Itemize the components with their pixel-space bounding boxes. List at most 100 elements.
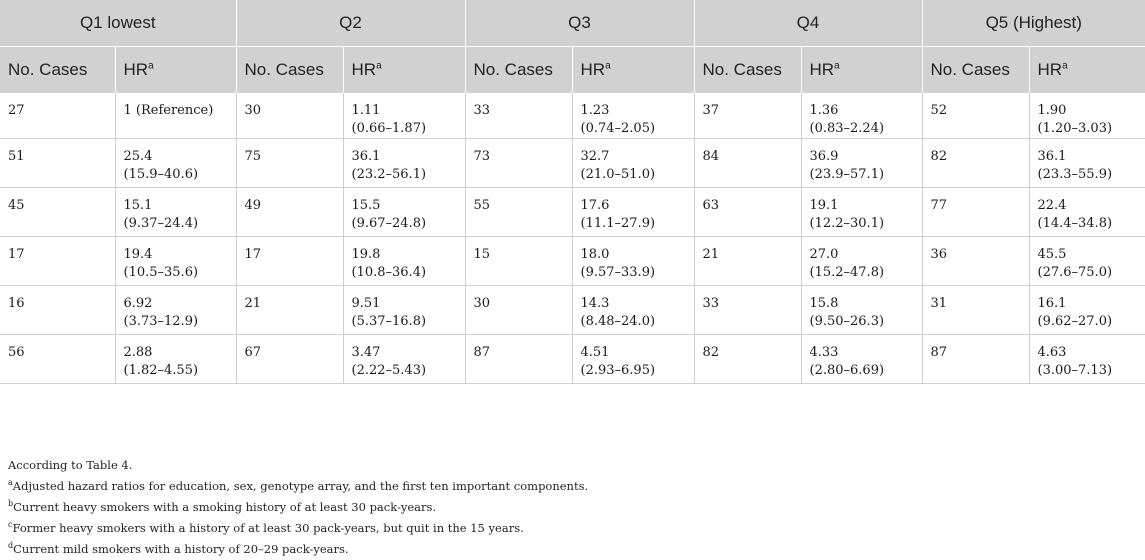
hr-cell: 3.47 (2.22–5.43) [342,334,465,384]
cases-cell: 56 [0,334,115,384]
hr-cell: 2.88 (1.82–4.55) [114,334,236,384]
hr-value: 1 (Reference) [123,103,214,118]
hr-value: 15.5 [351,198,381,213]
hr-value: 36.1 [1037,149,1067,164]
hr-header-footnote-mark: a [605,60,611,72]
footnote-text: Current mild smokers with a history of 2… [13,542,349,556]
hr-cell: 22.4 (14.4–34.8) [1028,187,1145,237]
hr-cell: 6.92 (3.73–12.9) [114,285,236,335]
hr-confidence-interval: (9.50–26.3) [809,314,885,329]
cases-cell: 87 [464,334,572,384]
hr-value: 27.0 [809,247,839,262]
footnote-mark: b [8,499,14,508]
cases-cell: 37 [693,93,801,139]
hr-cell: 4.51 (2.93–6.95) [571,334,694,384]
hr-header-footnote-mark: a [834,60,840,72]
cases-cell: 33 [693,285,801,335]
hr-column-header: HRa [114,46,236,93]
hr-value: 25.4 [123,149,153,164]
hr-header-footnote-mark: a [148,60,154,72]
cases-cell: 75 [235,138,343,188]
hr-value: 1.90 [1037,103,1067,118]
hr-value: 9.51 [351,296,381,311]
hr-column-header: HRa [800,46,922,93]
cases-cell: 21 [235,285,343,335]
footnote-text: Adjusted hazard ratios for education, se… [12,479,589,493]
quintile-header: Q3 [464,0,694,47]
hr-confidence-interval: (12.2–30.1) [809,216,885,231]
hr-cell: 45.5 (27.6–75.0) [1028,236,1145,286]
hr-cell: 4.33 (2.80–6.69) [800,334,922,384]
hr-value: 1.23 [580,103,610,118]
cases-cell: 21 [693,236,801,286]
hr-cell: 19.1 (12.2–30.1) [800,187,922,237]
hr-confidence-interval: (0.74–2.05) [580,121,656,136]
hr-cell: 1.36 (0.83–2.24) [800,93,922,139]
hr-cell: 1.11 (0.66–1.87) [342,93,465,139]
table-row: 51 25.4 (15.9–40.6) 75 36.1 (23.2–56.1) 73 32.7… [0,138,1145,188]
cases-cell: 49 [235,187,343,237]
footnote: dCurrent mild smokers with a history of … [8,535,1138,556]
cases-cell: 77 [921,187,1029,237]
footnote-mark: c [8,520,13,529]
hr-value: 15.1 [123,198,153,213]
cases-column-header: No. Cases [0,46,115,93]
cases-cell: 52 [921,93,1029,139]
hr-cell: 32.7 (21.0–51.0) [571,138,694,188]
hr-value: 1.11 [351,103,381,118]
cases-cell: 17 [0,236,115,286]
cases-header-label: No. Cases [473,60,553,79]
quintile-header-row: Q1 lowest Q2 Q3 Q4 Q5 (Highest) [0,0,1145,47]
cases-cell: 31 [921,285,1029,335]
hr-confidence-interval: (2.80–6.69) [809,363,885,378]
hr-confidence-interval: (3.00–7.13) [1037,363,1113,378]
quintile-header: Q1 lowest [0,0,236,47]
footnote: cFormer heavy smokers with a history of … [8,514,1138,535]
hr-cell: 1.23 (0.74–2.05) [571,93,694,139]
hr-value: 4.51 [580,345,610,360]
cases-cell: 63 [693,187,801,237]
hazard-ratio-table: Q1 lowest Q2 Q3 Q4 Q5 (Highest) No. Cases HRa… [0,0,1145,384]
cases-cell: 73 [464,138,572,188]
quintile-header: Q2 [235,0,465,47]
hr-value: 4.33 [809,345,839,360]
hr-confidence-interval: (5.37–16.8) [351,314,427,329]
hr-confidence-interval: (27.6–75.0) [1037,265,1113,280]
cases-cell: 36 [921,236,1029,286]
hr-cell: 4.63 (3.00–7.13) [1028,334,1145,384]
hr-value: 14.3 [580,296,610,311]
hr-confidence-interval: (0.66–1.87) [351,121,427,136]
hr-value: 36.9 [809,149,839,164]
footnote-mark: d [8,541,14,550]
hr-confidence-interval: (3.73–12.9) [123,314,199,329]
cases-header-label: No. Cases [244,60,324,79]
hr-confidence-interval: (9.37–24.4) [123,216,199,231]
cases-cell: 84 [693,138,801,188]
cases-column-header: No. Cases [464,46,572,93]
footnote: aAdjusted hazard ratios for education, s… [8,472,1138,493]
hr-confidence-interval: (2.22–5.43) [351,363,427,378]
cases-column-header: No. Cases [921,46,1029,93]
cases-cell: 67 [235,334,343,384]
hr-confidence-interval: (9.57–33.9) [580,265,656,280]
hr-header-label: HR [351,60,377,79]
table-row: 16 6.92 (3.73–12.9) 21 9.51 (5.37–16.8) 30 14.3… [0,285,1145,335]
hr-value: 45.5 [1037,247,1067,262]
table-row: 45 15.1 (9.37–24.4) 49 15.5 (9.67–24.8) 55 17.6… [0,187,1145,237]
footnote-text: Current heavy smokers with a smoking his… [13,500,437,514]
hr-cell: 36.9 (23.9–57.1) [800,138,922,188]
hr-header-label: HR [809,60,835,79]
cases-cell: 30 [464,285,572,335]
hr-cell: 1 (Reference) [114,93,236,139]
cases-header-label: No. Cases [8,60,88,79]
cases-cell: 30 [235,93,343,139]
hr-confidence-interval: (2.93–6.95) [580,363,656,378]
hr-confidence-interval: (10.5–35.6) [123,265,199,280]
hr-confidence-interval: (23.2–56.1) [351,167,427,182]
cases-cell: 33 [464,93,572,139]
cases-header-label: No. Cases [930,60,1010,79]
table-row: 27 1 (Reference) 30 1.11 (0.66–1.87) 33 1.23 (0… [0,93,1145,139]
cases-column-header: No. Cases [235,46,343,93]
cases-cell: 51 [0,138,115,188]
hr-cell: 18.0 (9.57–33.9) [571,236,694,286]
